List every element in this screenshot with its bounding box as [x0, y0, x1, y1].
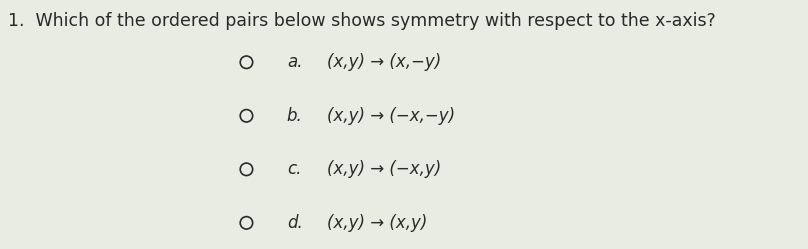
Text: a.: a. — [287, 53, 302, 71]
Text: c.: c. — [287, 160, 301, 178]
Text: (x,y) → (−x,y): (x,y) → (−x,y) — [327, 160, 441, 178]
Text: b.: b. — [287, 107, 302, 125]
Text: d.: d. — [287, 214, 302, 232]
Text: 1.  Which of the ordered pairs below shows symmetry with respect to the x-axis?: 1. Which of the ordered pairs below show… — [8, 12, 716, 30]
Text: (x,y) → (x,−y): (x,y) → (x,−y) — [327, 53, 441, 71]
Text: (x,y) → (−x,−y): (x,y) → (−x,−y) — [327, 107, 456, 125]
Text: (x,y) → (x,y): (x,y) → (x,y) — [327, 214, 427, 232]
